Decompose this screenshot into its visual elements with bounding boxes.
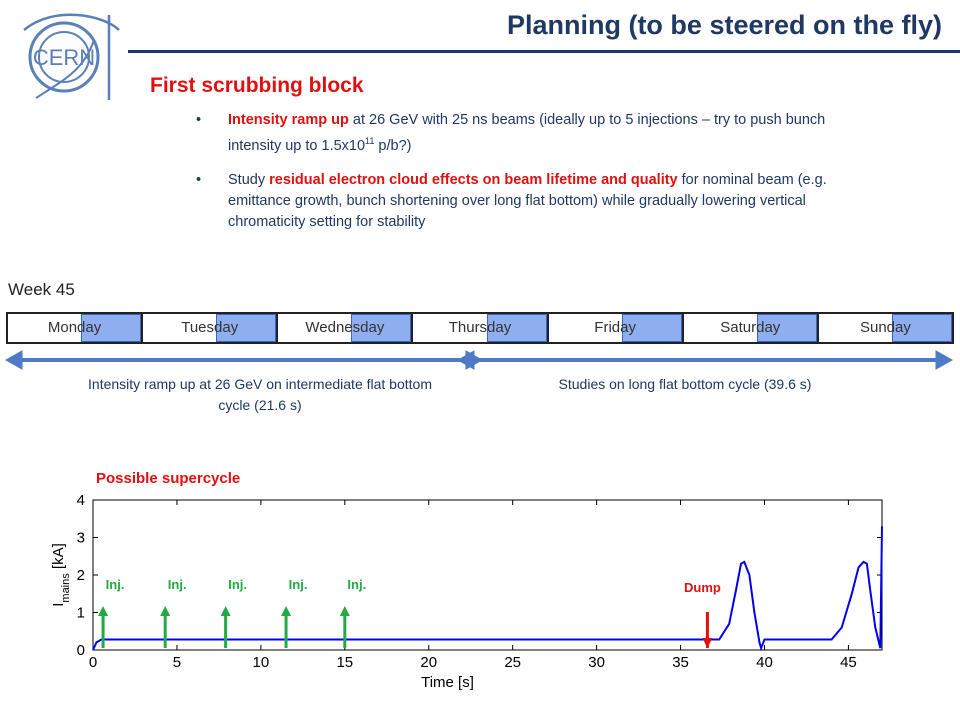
day-block — [621, 314, 682, 342]
x-tick-label: 25 — [504, 654, 521, 671]
supercycle-label: Possible supercycle — [96, 470, 241, 487]
day-label: Tuesday — [181, 319, 239, 336]
plot-frame — [92, 499, 883, 651]
bullet-text-tail: p/b?) — [374, 137, 412, 154]
bullet-text: for nominal beam (e.g. emittance growth,… — [228, 171, 827, 230]
y-tick-label: 4 — [77, 492, 85, 509]
injection-label: Inj. — [228, 577, 247, 592]
day-thursday: Thursday — [413, 314, 549, 342]
day-block — [216, 314, 277, 342]
day-label: Sunday — [859, 319, 911, 336]
injection-label: Inj. — [106, 577, 125, 592]
y-tick-label: 1 — [77, 605, 85, 622]
page-title: Planning (to be steered on the fly) — [506, 10, 942, 40]
day-block — [756, 314, 817, 342]
x-tick-label: 10 — [253, 654, 270, 671]
y-axis-label: Imains [kA] — [50, 543, 72, 607]
day-block — [351, 314, 412, 342]
dump-label: Dump — [684, 580, 721, 595]
dump-arrowhead — [702, 638, 713, 648]
day-block — [891, 314, 952, 342]
y-tick-label: 0 — [77, 642, 85, 659]
y-axis-label-unit: [kA] — [50, 543, 67, 573]
cern-logo: CERN — [23, 13, 120, 100]
y-tick-label: 2 — [77, 567, 85, 584]
injection-label: Inj. — [289, 577, 308, 592]
right-phase-caption: Studies on long flat bottom cycle (39.6 … — [558, 376, 812, 392]
y-axis-label-main: I — [50, 603, 67, 607]
svg-text:Imains [kA]: Imains [kA] — [50, 543, 72, 607]
supercycle-chart: 0 5 10 15 20 25 30 35 40 45 0 1 2 3 4 Inj. Inj. Inj. Inj.… — [50, 492, 883, 691]
week-schedule-bar: Monday Tuesday Wednesday Thursday Friday… — [6, 312, 954, 344]
x-tick-label: 30 — [588, 654, 605, 671]
day-tuesday: Tuesday — [143, 314, 279, 342]
x-tick-label: 45 — [840, 654, 857, 671]
bullet-text-pre: Study — [228, 171, 270, 188]
x-tick-label: 35 — [672, 654, 689, 671]
magnet-current-curve — [92, 526, 883, 652]
bullet-highlight: Intensity ramp up — [228, 112, 349, 128]
x-tick-label: 15 — [336, 654, 353, 671]
day-wednesday: Wednesday — [278, 314, 414, 342]
bullet-list: • Intensity ramp up at 26 GeV with 25 ns… — [196, 110, 876, 246]
section-heading: First scrubbing block — [150, 74, 364, 97]
timeline-arrows — [4, 350, 954, 370]
day-label: Monday — [47, 319, 102, 336]
x-tick-label: 0 — [89, 654, 97, 671]
day-label: Friday — [594, 319, 636, 336]
day-block — [81, 314, 142, 342]
day-label: Saturday — [720, 319, 781, 336]
bullet-superscript: 11 — [365, 136, 375, 146]
x-tick-label: 40 — [756, 654, 773, 671]
right-double-arrow — [456, 350, 954, 370]
bullet-item: • Intensity ramp up at 26 GeV with 25 ns… — [196, 110, 876, 157]
bullet-dot: • — [196, 171, 202, 188]
left-double-arrow — [4, 350, 484, 370]
day-label: Wednesday — [305, 319, 385, 336]
x-axis-label: Time [s] — [421, 674, 474, 691]
week-label: Week 45 — [8, 280, 75, 299]
day-label: Thursday — [448, 319, 512, 336]
day-block — [486, 314, 547, 342]
x-tick-label: 5 — [173, 654, 181, 671]
title-divider — [128, 50, 960, 53]
day-monday: Monday — [8, 314, 144, 342]
injection-arrowhead — [160, 606, 171, 616]
injection-arrowhead — [281, 606, 292, 616]
injection-arrowhead — [339, 606, 350, 616]
svg-text:CERN: CERN — [33, 45, 95, 70]
day-friday: Friday — [549, 314, 684, 342]
x-tick-label: 20 — [420, 654, 437, 671]
day-saturday: Saturday — [684, 314, 819, 342]
left-phase-caption: Intensity ramp up at 26 GeV on intermedi… — [88, 376, 432, 413]
y-axis-label-sub: mains — [60, 573, 72, 603]
bullet-dot: • — [196, 112, 202, 128]
bullet-text: at 26 GeV with 25 ns beams (ideally up t… — [228, 112, 826, 154]
bullet-highlight: residual electron cloud effects on beam … — [269, 171, 678, 188]
injection-label: Inj. — [168, 577, 187, 592]
y-tick-label: 3 — [77, 530, 85, 547]
injection-label: Inj. — [347, 577, 366, 592]
injection-arrowhead — [220, 606, 231, 616]
day-sunday: Sunday — [819, 314, 952, 342]
injection-arrowhead — [98, 606, 109, 616]
bullet-item: • Study residual electron cloud effects … — [196, 170, 876, 233]
